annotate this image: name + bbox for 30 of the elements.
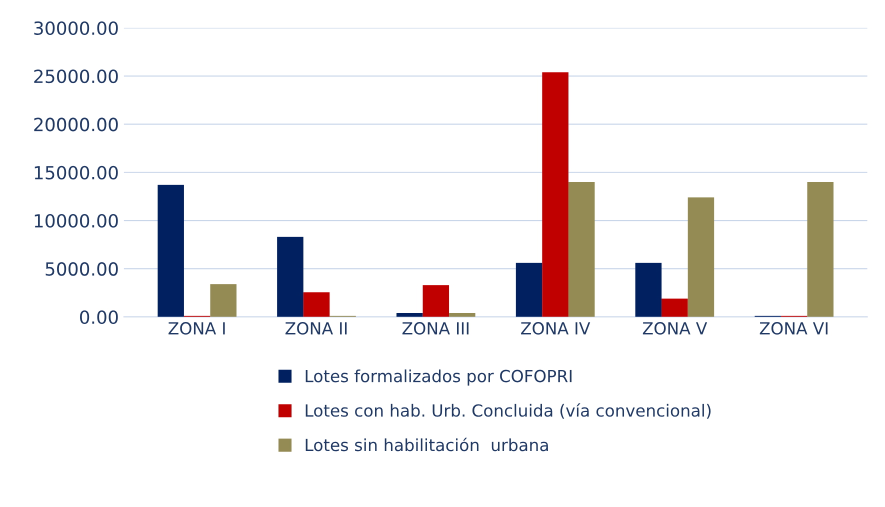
- y-tick-label: 10000.00: [34, 214, 118, 228]
- bar: [396, 313, 423, 317]
- bar: [635, 262, 662, 317]
- x-tick-label: ZONA IV: [521, 322, 590, 335]
- legend-label: Lotes sin habilitación urbana: [306, 438, 548, 452]
- x-tick-label: ZONA VI: [760, 322, 828, 335]
- y-tick-label: 20000.00: [34, 118, 118, 132]
- y-tick-label: 25000.00: [34, 70, 118, 84]
- x-tick-label: ZONA III: [402, 322, 468, 335]
- bar: [303, 292, 330, 317]
- y-tick-label: 15000.00: [34, 166, 118, 180]
- y-tick-label: 5000.00: [46, 262, 118, 276]
- bar: [422, 285, 450, 317]
- bar: [662, 298, 688, 317]
- bar: [516, 262, 542, 317]
- bar: [568, 182, 595, 317]
- x-tick-label: ZONA II: [285, 322, 347, 335]
- x-tick-label: ZONA V: [642, 322, 708, 335]
- bar: [277, 236, 304, 317]
- legend-label: Lotes formalizados por COFOPRI: [306, 369, 572, 386]
- bar: [542, 72, 568, 317]
- bar: [449, 313, 476, 317]
- x-tick-label: ZONA I: [168, 322, 225, 335]
- y-tick-label: 0.00: [80, 310, 118, 324]
- bar: [158, 184, 184, 317]
- bar: [807, 182, 834, 317]
- y-tick-label: 30000.00: [34, 21, 118, 35]
- bar: [210, 284, 236, 317]
- bar: [688, 197, 714, 317]
- legend-label: Lotes con hab. Urb. Concluida (vía convencional): [306, 403, 711, 419]
